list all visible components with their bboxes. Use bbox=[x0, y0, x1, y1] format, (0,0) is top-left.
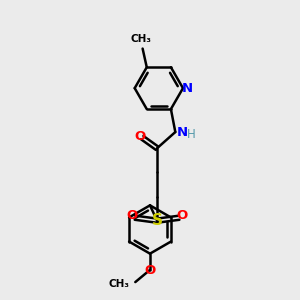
Text: N: N bbox=[182, 82, 193, 95]
Text: S: S bbox=[152, 213, 163, 228]
Text: O: O bbox=[144, 264, 156, 277]
Text: H: H bbox=[187, 128, 195, 141]
Text: CH₃: CH₃ bbox=[108, 279, 129, 289]
Text: O: O bbox=[176, 209, 188, 222]
Text: O: O bbox=[134, 130, 146, 143]
Text: N: N bbox=[177, 125, 188, 139]
Text: CH₃: CH₃ bbox=[130, 34, 152, 44]
Text: O: O bbox=[126, 209, 138, 222]
